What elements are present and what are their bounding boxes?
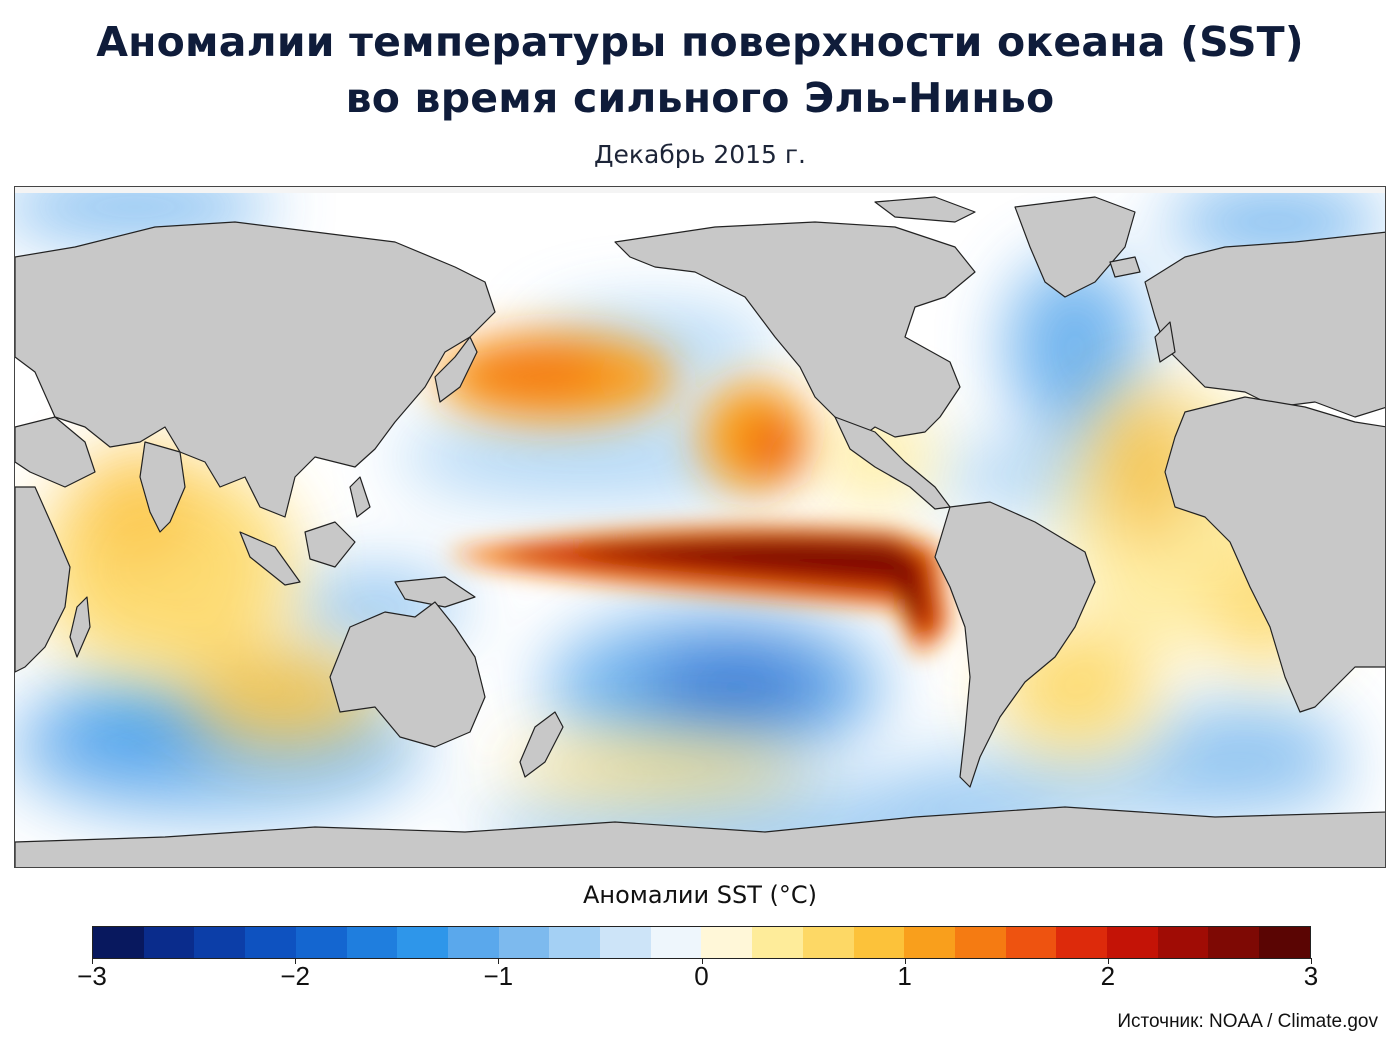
colorbar-tick-label: 0 [694, 961, 709, 991]
arctic-ice [15, 187, 1385, 193]
land-japan [434, 336, 478, 403]
land-australia [329, 601, 486, 748]
colorbar-bin [498, 927, 550, 958]
colorbar-tick-label: −3 [77, 961, 107, 991]
colorbar-bin [1056, 927, 1108, 958]
land-british-isles [1154, 321, 1176, 363]
land-new-guinea [394, 576, 476, 608]
title-line-2: во время сильного Эль-Ниньо [345, 74, 1055, 122]
colorbar-bin [143, 927, 195, 958]
colorbar-bin [1107, 927, 1158, 958]
land-eurasia-west [15, 221, 496, 518]
colorbar-bin [447, 927, 499, 958]
colorbar-bin [802, 927, 854, 958]
colorbar-tick-mark [498, 958, 500, 964]
map-canvas [15, 187, 1385, 867]
land-philippines [349, 476, 371, 518]
land-iceland [1109, 256, 1141, 278]
colorbar-tick-mark [1107, 958, 1109, 964]
colorbar-tick-label: 1 [897, 961, 912, 991]
land-sumatra [239, 531, 301, 586]
land-madagascar [69, 596, 91, 658]
colorbar-bin [1005, 927, 1057, 958]
land-north-america [614, 221, 976, 443]
land-south-america [934, 501, 1096, 788]
colorbar-bin [904, 927, 955, 958]
colorbar-bin [701, 927, 753, 958]
colorbar-bin [295, 927, 347, 958]
land-india [139, 441, 186, 533]
colorbar-bin [245, 927, 296, 958]
land-masses [15, 196, 1385, 867]
colorbar-bin [93, 927, 144, 958]
colorbar-bin [650, 927, 702, 958]
chart-title: Аномалии температуры поверхности океана … [0, 14, 1400, 126]
land-greenland [1014, 196, 1136, 298]
source-credit: Источник: NOAA / Climate.gov [1117, 1011, 1378, 1032]
colorbar-tick-mark [1311, 958, 1312, 964]
colorbar-bin [549, 927, 601, 958]
colorbar-tick-label: −1 [483, 961, 514, 991]
land-arabia [15, 416, 96, 488]
colorbar-bin [397, 927, 448, 958]
colorbar-tick-mark [92, 958, 93, 964]
land-antarctica [15, 806, 1385, 867]
colorbar-tick-mark [701, 958, 703, 964]
colorbar-tick-label: 2 [1100, 961, 1116, 991]
land-africa-east [15, 486, 71, 673]
colorbar-bin [1259, 927, 1310, 958]
colorbar-bin [954, 927, 1006, 958]
colorbar [92, 926, 1311, 959]
colorbar-bin [853, 927, 905, 958]
land-africa-west [1164, 396, 1385, 713]
colorbar-bin [346, 927, 398, 958]
land-borneo [304, 521, 356, 568]
sst-anomaly-map [14, 186, 1386, 868]
colorbar-bin [1157, 927, 1209, 958]
colorbar-tick-mark [904, 958, 906, 964]
colorbar-tick-label: 3 [1303, 961, 1319, 991]
land-central-america [834, 416, 951, 510]
colorbar-bin [600, 927, 651, 958]
land-arctic-islands [874, 196, 976, 223]
colorbar-tick-label: −2 [280, 961, 310, 991]
land-new-zealand [519, 711, 564, 778]
colorbar-bin [752, 927, 803, 958]
colorbar-bin [194, 927, 246, 958]
colorbar-bin [1208, 927, 1260, 958]
chart-subtitle: Декабрь 2015 г. [594, 140, 806, 169]
colorbar-title: Аномалии SST (°C) [582, 881, 817, 909]
title-line-1: Аномалии температуры поверхности океана … [96, 18, 1304, 66]
colorbar-tick-mark [295, 958, 297, 964]
